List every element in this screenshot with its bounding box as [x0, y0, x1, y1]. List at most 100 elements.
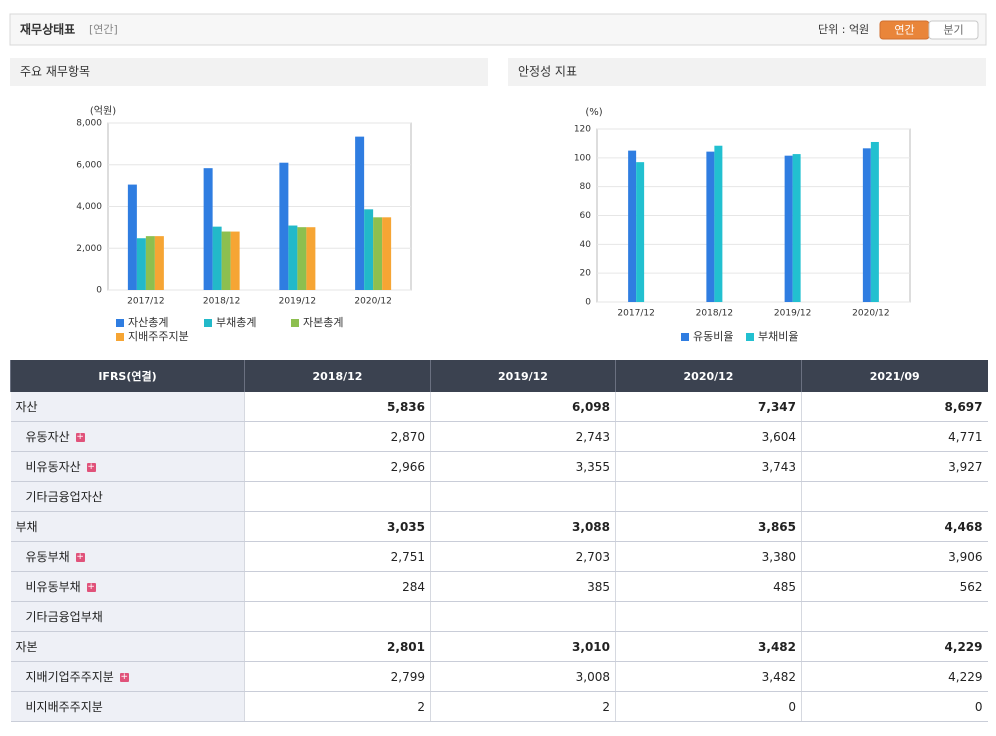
- row-label-cell: 유동부채 +: [10, 541, 245, 572]
- y-tick-label: 100: [574, 153, 591, 163]
- table-row: 자산 5,836 6,098 7,347 8,697: [10, 392, 988, 422]
- value: 3,088: [572, 519, 610, 534]
- value: 2,799: [390, 669, 425, 684]
- bar: [203, 168, 213, 290]
- table-row: 기타금융업자산: [10, 481, 988, 512]
- value: 2: [602, 699, 610, 714]
- row-label: 지배기업주주지분: [25, 670, 114, 684]
- table-row: 비유동자산 +2,966 3,355 3,743 3,927: [10, 451, 988, 482]
- bar: [297, 227, 307, 290]
- value-cell: 385: [430, 571, 616, 602]
- expand-icon[interactable]: +: [86, 462, 96, 472]
- x-tick-label: 2020/12: [354, 297, 391, 307]
- page-title: 재무상태표: [20, 22, 75, 37]
- row-label-cell: 비유동부채 +: [10, 571, 245, 602]
- value: 2,870: [390, 429, 425, 444]
- x-tick-label: 2017/12: [127, 297, 164, 307]
- y-tick-label: 20: [580, 269, 592, 279]
- value: 2,743: [575, 429, 610, 444]
- value: 0: [974, 699, 983, 714]
- legend-swatch: [116, 319, 124, 327]
- value: 4,468: [944, 519, 983, 534]
- y-tick-label: 6,000: [76, 160, 102, 170]
- x-tick-label: 2018/12: [696, 309, 733, 319]
- value-cell: 2: [430, 691, 616, 722]
- expand-icon[interactable]: +: [86, 582, 96, 592]
- chart-title: 주요 재무항목: [20, 65, 90, 79]
- bar: [382, 217, 392, 290]
- value-cell: 4,229: [801, 661, 988, 692]
- value-cell: [801, 481, 988, 512]
- bar: [636, 162, 645, 302]
- expand-icon[interactable]: +: [75, 432, 85, 442]
- row-label: 비유동자산: [25, 460, 81, 474]
- value: 3,906: [948, 549, 983, 564]
- value: 3,743: [761, 459, 796, 474]
- y-tick-label: 120: [574, 125, 591, 135]
- value: 7,347: [758, 399, 796, 414]
- table-row: 비지배주주지분 2 2 0 0: [10, 691, 988, 722]
- value: 485: [773, 579, 796, 594]
- value-cell: 2,799: [244, 661, 431, 692]
- y-tick-label: 4,000: [76, 202, 102, 212]
- value: 4,229: [948, 669, 983, 684]
- value: 562: [959, 579, 983, 594]
- value: 0: [788, 699, 796, 714]
- value-cell: 3,743: [615, 451, 802, 482]
- bar: [127, 184, 137, 290]
- y-tick-label: 0: [96, 286, 102, 296]
- column-header: 2019/12: [430, 360, 616, 392]
- value: 2,703: [575, 549, 610, 564]
- toggle-button[interactable]: [928, 20, 979, 40]
- expand-icon[interactable]: +: [119, 672, 129, 682]
- value-cell: 7,347: [615, 392, 802, 422]
- row-label: 비유동부채: [25, 580, 81, 594]
- value-cell: [801, 601, 988, 632]
- legend-label: 지배주주지분: [128, 330, 189, 343]
- bar: [870, 141, 879, 302]
- row-label: 비지배주주지분: [25, 700, 103, 714]
- column-header: IFRS(연결): [10, 360, 245, 392]
- toggle-label[interactable]: 분기: [943, 24, 963, 37]
- value-cell: 3,355: [430, 451, 616, 482]
- header-bar: [9, 13, 987, 46]
- column-header: 2018/12: [244, 360, 431, 392]
- value-cell: 562: [801, 571, 988, 602]
- value-cell: 3,035: [244, 511, 431, 542]
- value-cell: 284: [244, 571, 431, 602]
- bar: [221, 231, 231, 290]
- value-cell: [244, 601, 431, 632]
- row-label-cell: 기타금융업부채: [10, 601, 245, 632]
- row-label-cell: 부채: [10, 511, 245, 542]
- row-label: 자본: [15, 640, 38, 654]
- expand-icon[interactable]: +: [75, 552, 85, 562]
- bar: [628, 150, 637, 302]
- legend-swatch: [204, 319, 212, 327]
- value: 6,098: [572, 399, 610, 414]
- bar: [784, 155, 793, 302]
- legend-swatch: [746, 333, 754, 341]
- legend-label: 자산총계: [128, 316, 168, 329]
- bar: [212, 226, 222, 290]
- legend-swatch: [116, 333, 124, 341]
- x-tick-label: 2020/12: [852, 309, 889, 319]
- bar: [714, 145, 723, 302]
- value: 3,355: [575, 459, 610, 474]
- value: 284: [402, 579, 425, 594]
- bar: [373, 217, 383, 290]
- bar: [792, 154, 801, 302]
- row-label-cell: 지배기업주주지분 +: [10, 661, 245, 692]
- value-cell: 5,836: [244, 392, 431, 422]
- value-cell: 2: [244, 691, 431, 722]
- value-cell: 485: [615, 571, 802, 602]
- row-label: 부채: [15, 520, 38, 534]
- value-cell: 0: [615, 691, 802, 722]
- bar: [364, 209, 374, 290]
- value-cell: [615, 481, 802, 512]
- toggle-label[interactable]: 연간: [894, 24, 914, 37]
- legend-label: 자본총계: [303, 316, 343, 329]
- bar: [306, 227, 316, 290]
- value: 3,380: [761, 549, 796, 564]
- value: 3,482: [761, 669, 796, 684]
